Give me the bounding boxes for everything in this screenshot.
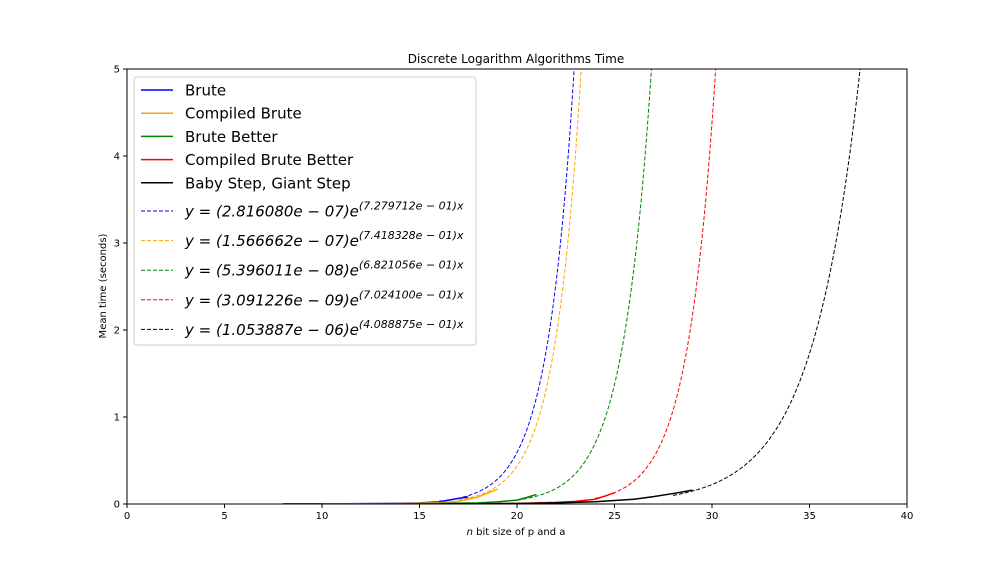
x-tick-label: 0 — [124, 511, 130, 522]
legend-fit-entry: y = (5.396011e − 08)e(6.821056e − 01)x — [184, 259, 464, 280]
y-tick-label: 3 — [114, 239, 120, 250]
x-tick-label: 10 — [316, 511, 329, 522]
x-tick-label: 25 — [608, 511, 621, 522]
legend-fit-entry: y = (2.816080e − 07)e(7.279712e − 01)x — [184, 200, 464, 221]
x-tick-label: 15 — [413, 511, 426, 522]
axes: 0 5 10 15 20 25 30 35 40 0 1 2 3 4 5 — [114, 65, 914, 523]
legend-box — [133, 76, 477, 346]
x-tick-label: 35 — [803, 511, 816, 522]
legend-entry: Brute — [185, 82, 226, 100]
x-tick-label: 20 — [511, 511, 524, 522]
y-tick-label: 5 — [114, 65, 120, 76]
chart-title: Discrete Logarithm Algorithms Time — [408, 52, 624, 66]
legend-fit-entry: y = (1.053887e − 06)e(4.088875e − 01)x — [184, 318, 464, 339]
fit-line-3 — [516, 69, 652, 501]
fit-line-5 — [672, 69, 861, 496]
legend-entry: Compiled Brute Better — [185, 151, 354, 169]
fit-line-1 — [438, 69, 575, 502]
x-axis-label: n bit size of p and a — [467, 527, 566, 538]
y-tick-label: 4 — [114, 152, 120, 163]
fit-line-2 — [458, 69, 582, 501]
x-tick-label: 5 — [221, 511, 227, 522]
legend-fit-entry: y = (3.091226e − 09)e(7.024100e − 01)x — [184, 288, 464, 309]
x-tick-label: 40 — [901, 511, 914, 522]
fit-line-4 — [594, 69, 717, 499]
legend-entry: Compiled Brute — [185, 105, 302, 123]
y-axis-label: Mean time (seconds) — [98, 233, 109, 338]
legend-fit-entry: y = (1.566662e − 07)e(7.418328e − 01)x — [184, 229, 464, 250]
y-tick-label: 1 — [114, 413, 120, 424]
series-line-2 — [321, 488, 498, 504]
y-tick-label: 2 — [114, 326, 120, 337]
legend-entry: Baby Step, Giant Step — [185, 174, 351, 192]
y-tick-label: 0 — [114, 500, 120, 511]
legend-entry: Brute Better — [185, 128, 278, 146]
x-tick-label: 30 — [706, 511, 719, 522]
legend: Brute Compiled Brute Brute Better Compiled … — [133, 76, 477, 346]
